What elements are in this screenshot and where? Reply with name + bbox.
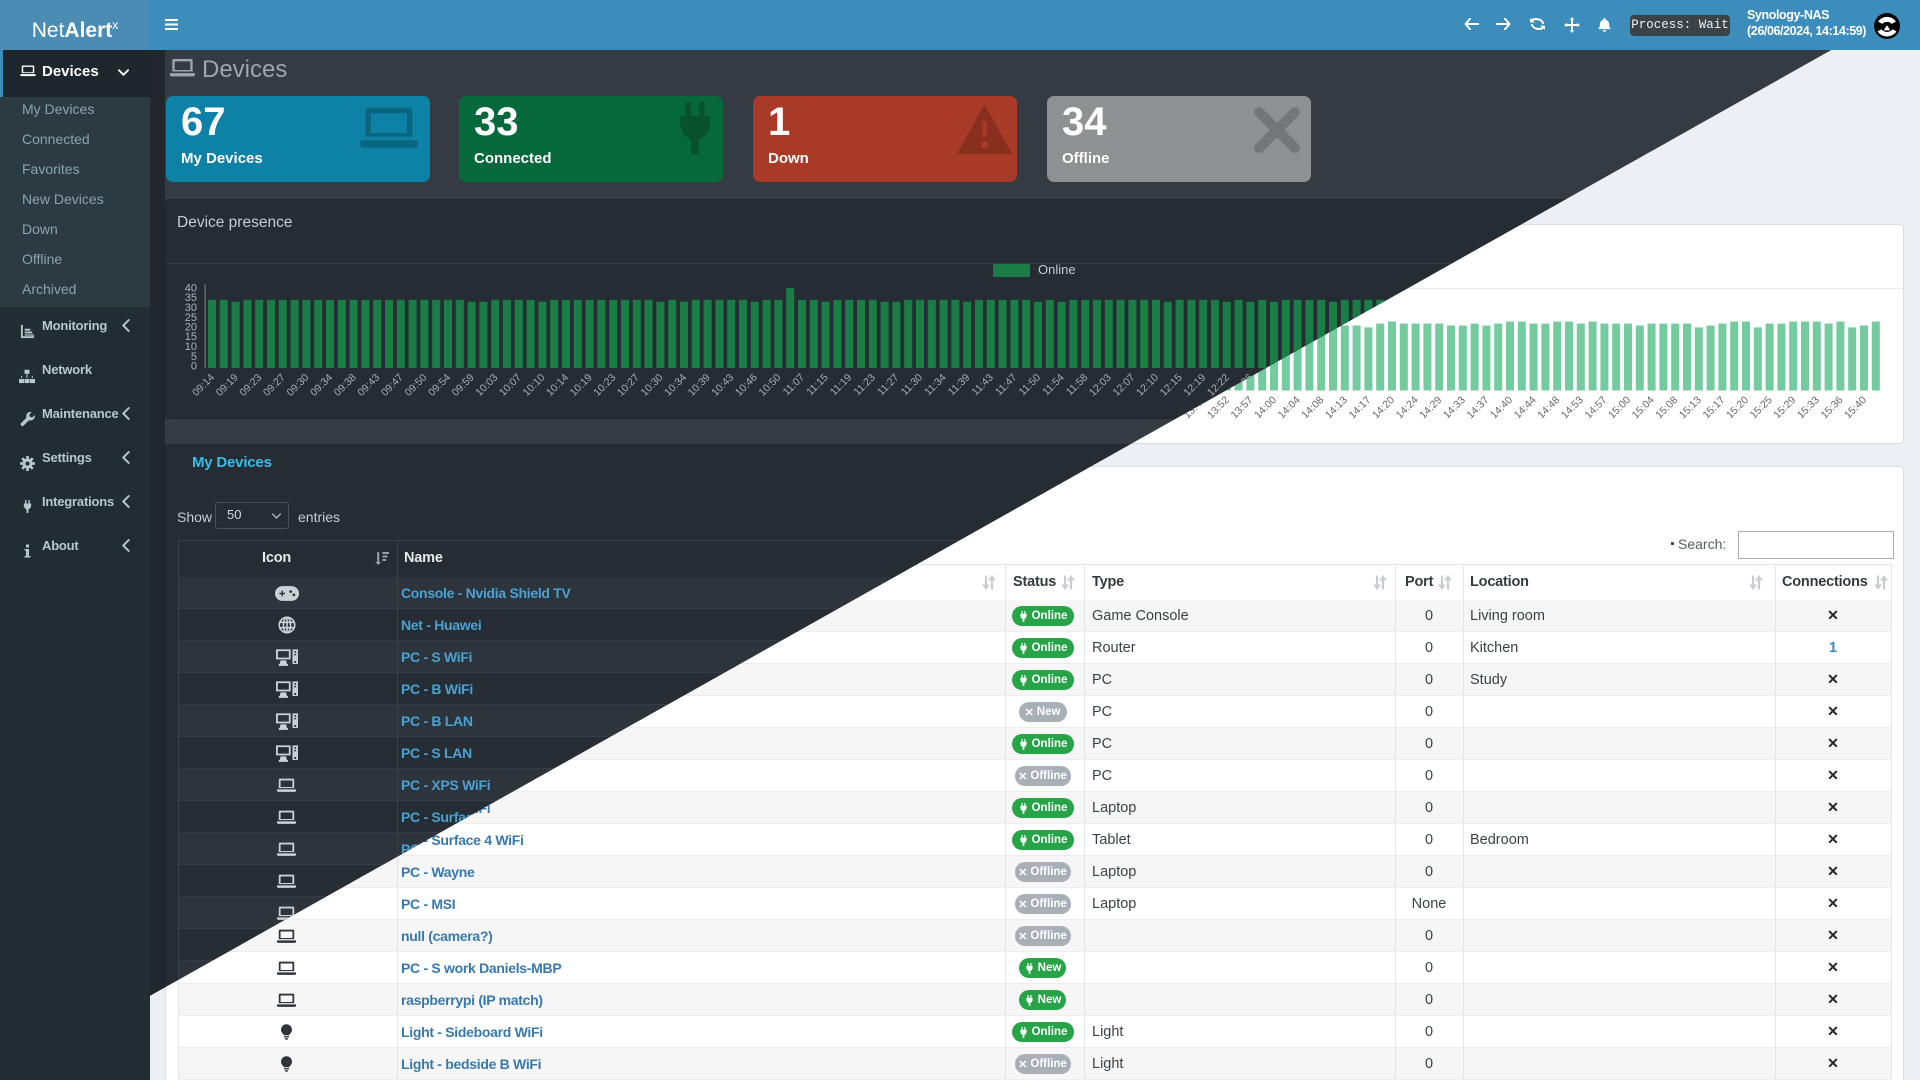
svg-text:15: 15 [185, 331, 197, 343]
svg-text:12:10: 12:10 [1134, 372, 1161, 399]
svg-text:10:23: 10:23 [591, 372, 618, 399]
svg-text:12:07: 12:07 [1110, 372, 1137, 399]
svg-text:14:29: 14:29 [1417, 394, 1444, 421]
svg-text:11:39: 11:39 [946, 372, 973, 399]
svg-text:15:08: 15:08 [1653, 394, 1680, 421]
svg-text:09:27: 09:27 [261, 372, 288, 399]
svg-text:15:40: 15:40 [1842, 394, 1869, 421]
svg-text:12:15: 12:15 [1158, 372, 1185, 399]
svg-text:14:53: 14:53 [1559, 394, 1586, 421]
svg-text:35: 35 [185, 292, 197, 304]
svg-text:14:37: 14:37 [1464, 394, 1491, 421]
svg-text:14:40: 14:40 [1488, 394, 1515, 421]
svg-text:09:54: 09:54 [426, 372, 453, 399]
svg-text:11:30: 11:30 [899, 372, 926, 399]
svg-text:10:39: 10:39 [686, 372, 713, 399]
svg-text:11:27: 11:27 [875, 372, 902, 399]
svg-text:09:47: 09:47 [379, 372, 406, 399]
svg-text:25: 25 [185, 312, 197, 324]
svg-text:10:46: 10:46 [733, 372, 760, 399]
svg-text:11:54: 11:54 [1040, 372, 1067, 399]
svg-text:14:13: 14:13 [1323, 394, 1350, 421]
svg-text:11:34: 11:34 [922, 372, 949, 399]
svg-text:09:59: 09:59 [450, 372, 477, 399]
svg-text:11:43: 11:43 [969, 372, 996, 399]
svg-text:10:03: 10:03 [473, 372, 500, 399]
svg-text:20: 20 [185, 322, 197, 334]
svg-text:15:00: 15:00 [1606, 394, 1633, 421]
svg-text:15:33: 15:33 [1795, 394, 1822, 421]
svg-text:11:47: 11:47 [993, 372, 1020, 399]
svg-text:10:14: 10:14 [544, 372, 571, 399]
svg-text:09:14: 09:14 [190, 372, 217, 399]
svg-text:14:20: 14:20 [1370, 394, 1397, 421]
svg-text:12:03: 12:03 [1087, 372, 1114, 399]
svg-text:09:23: 09:23 [237, 372, 264, 399]
svg-text:15:13: 15:13 [1677, 394, 1704, 421]
svg-text:40: 40 [185, 283, 197, 295]
svg-text:14:08: 14:08 [1299, 394, 1326, 421]
svg-text:14:48: 14:48 [1535, 394, 1562, 421]
svg-text:10: 10 [185, 341, 197, 353]
svg-text:30: 30 [185, 302, 197, 314]
svg-text:11:15: 11:15 [804, 372, 831, 399]
svg-text:09:50: 09:50 [402, 372, 429, 399]
svg-text:09:19: 09:19 [214, 372, 241, 399]
svg-text:15:25: 15:25 [1748, 394, 1775, 421]
svg-text:14:44: 14:44 [1512, 394, 1539, 421]
svg-text:10:27: 10:27 [615, 372, 642, 399]
svg-text:15:17: 15:17 [1700, 394, 1727, 421]
svg-text:11:07: 11:07 [781, 372, 808, 399]
svg-text:10:50: 10:50 [756, 372, 783, 399]
svg-text:14:17: 14:17 [1346, 394, 1373, 421]
svg-text:14:04: 14:04 [1276, 394, 1303, 421]
svg-text:09:43: 09:43 [355, 372, 382, 399]
svg-text:13:57: 13:57 [1228, 394, 1255, 421]
svg-text:09:38: 09:38 [332, 372, 359, 399]
svg-text:15:04: 15:04 [1630, 394, 1657, 421]
svg-text:11:23: 11:23 [851, 372, 878, 399]
svg-text:09:34: 09:34 [308, 372, 335, 399]
svg-text:5: 5 [191, 351, 197, 363]
svg-text:11:19: 11:19 [828, 372, 855, 399]
svg-text:14:24: 14:24 [1394, 394, 1421, 421]
svg-text:14:57: 14:57 [1582, 394, 1609, 421]
svg-text:10:30: 10:30 [638, 372, 665, 399]
svg-text:11:50: 11:50 [1017, 372, 1044, 399]
svg-text:10:10: 10:10 [520, 372, 547, 399]
svg-text:10:43: 10:43 [709, 372, 736, 399]
svg-text:11:58: 11:58 [1064, 372, 1091, 399]
svg-text:14:33: 14:33 [1441, 394, 1468, 421]
svg-text:15:29: 15:29 [1771, 394, 1798, 421]
svg-text:0: 0 [191, 361, 197, 373]
svg-text:10:07: 10:07 [497, 372, 524, 399]
svg-text:14:00: 14:00 [1252, 394, 1279, 421]
svg-text:10:34: 10:34 [662, 372, 689, 399]
svg-text:15:36: 15:36 [1818, 394, 1845, 421]
svg-text:15:20: 15:20 [1724, 394, 1751, 421]
svg-text:09:30: 09:30 [284, 372, 311, 399]
svg-text:10:19: 10:19 [568, 372, 595, 399]
svg-text:12:19: 12:19 [1181, 372, 1208, 399]
